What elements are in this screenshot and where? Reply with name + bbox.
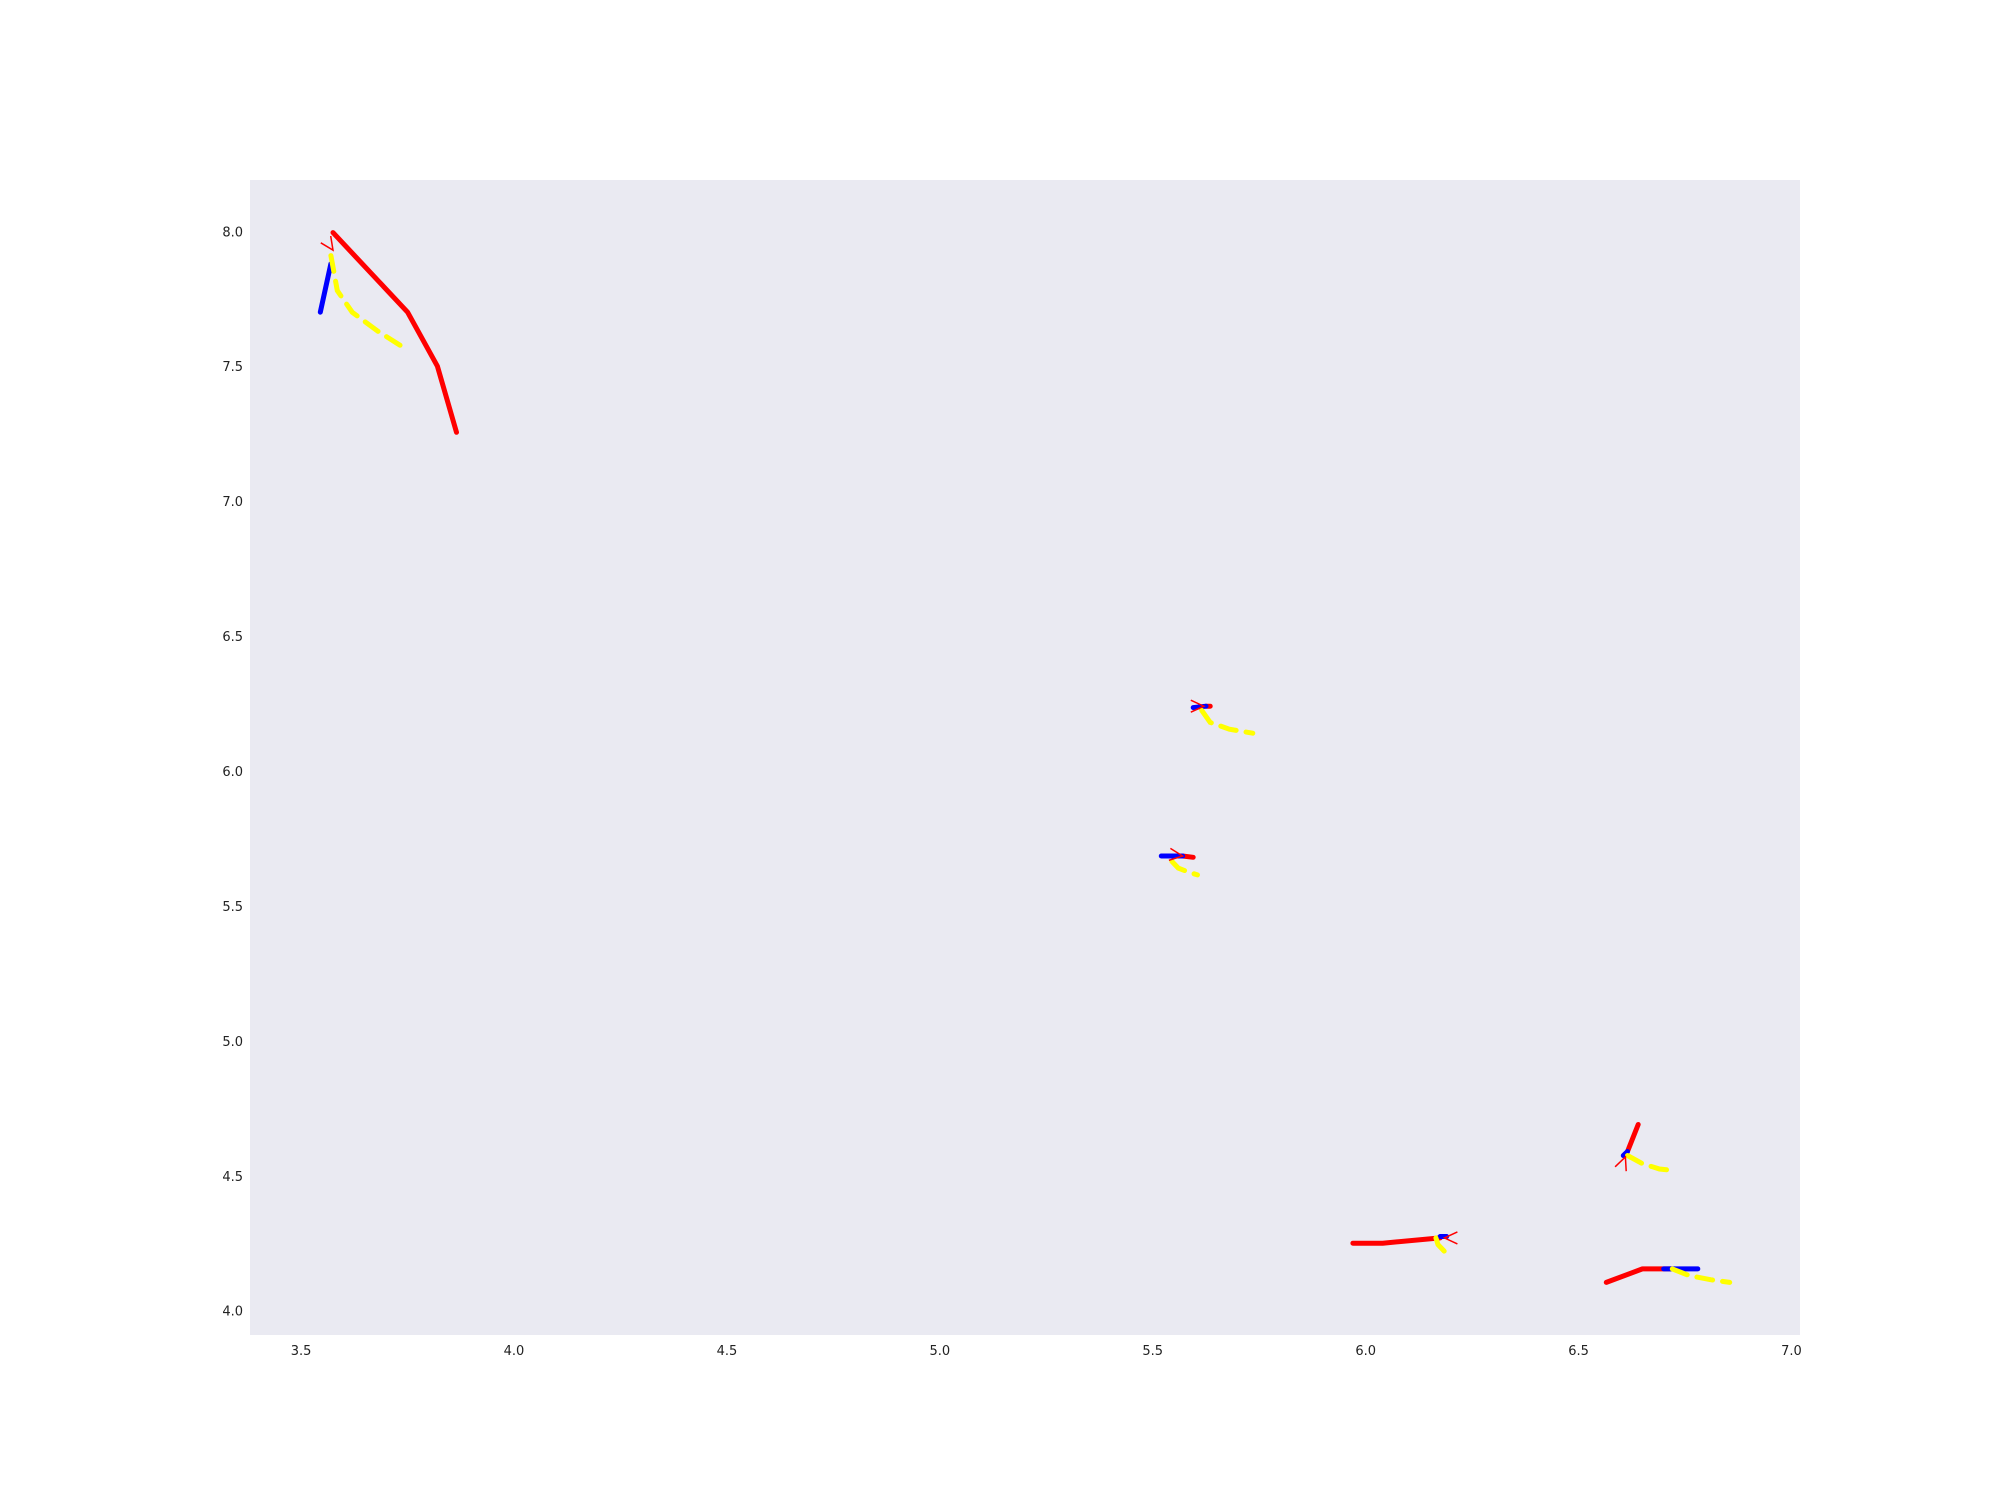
x-tick-label: 4.5 [717,1344,738,1359]
y-tick-label: 6.0 [222,765,243,780]
trajectory-group [317,230,459,435]
direction-marker [1168,847,1185,862]
predicted-trajectory-line [1625,1153,1675,1173]
future-trajectory-line [330,230,459,435]
predicted-trajectory-line [1199,707,1256,736]
direction-marker [320,235,335,252]
y-tick-label: 7.0 [222,495,243,510]
y-tick-label: 6.5 [222,630,243,645]
trajectory-group [1190,699,1256,736]
y-tick-label: 4.5 [222,1170,243,1185]
direction-marker [1190,699,1206,713]
x-tick-label: 5.0 [929,1344,950,1359]
future-trajectory-line [1350,1235,1443,1246]
trajectory-group [1350,1231,1458,1254]
y-tick-label: 5.5 [222,900,243,915]
plot-area [250,180,1800,1335]
future-trajectory-line [1625,1122,1641,1154]
predicted-trajectory-line [1169,858,1200,878]
x-tick-label: 3.5 [291,1344,312,1359]
y-tick-label: 5.0 [222,1035,243,1050]
y-axis: 4.0 4.5 5.0 5.5 6.0 6.5 7.0 7.5 8.0 [222,225,243,1319]
trajectory-group [1614,1122,1675,1173]
predicted-trajectory-line [1433,1235,1447,1254]
history-trajectory-line [317,261,334,315]
direction-marker [1614,1155,1627,1172]
trajectory-group [1158,847,1200,878]
x-tick-label: 4.0 [504,1344,525,1359]
x-tick-label: 6.5 [1568,1344,1589,1359]
chart-marks [317,230,1733,1285]
y-tick-label: 4.0 [222,1305,243,1320]
x-tick-label: 7.0 [1781,1344,1802,1359]
history-trajectory-line [1620,1149,1630,1158]
y-tick-label: 8.0 [222,225,243,240]
y-tick-label: 7.5 [222,360,243,375]
x-tick-label: 5.5 [1142,1344,1163,1359]
trajectory-group [1603,1266,1733,1285]
x-axis: 3.5 4.0 4.5 5.0 5.5 6.0 6.5 7.0 [291,1344,1802,1359]
x-tick-label: 6.0 [1355,1344,1376,1359]
predicted-trajectory-line [1669,1266,1733,1285]
direction-marker [1442,1231,1458,1245]
predicted-trajectory-line [328,253,406,350]
